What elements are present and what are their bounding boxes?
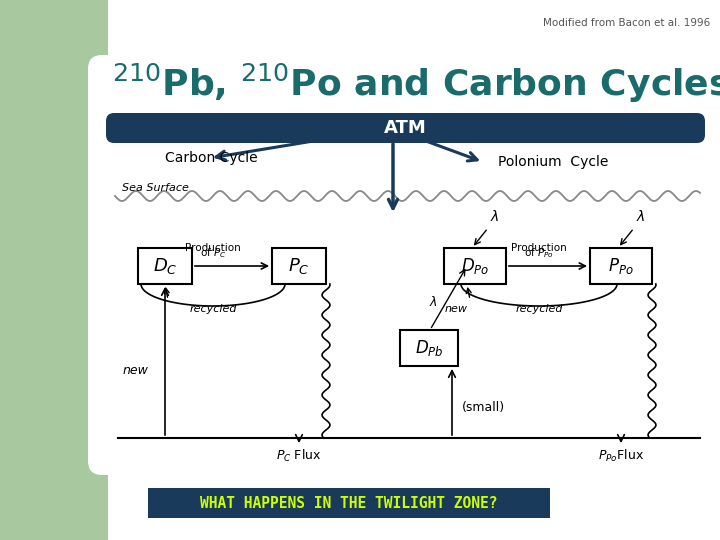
- Text: recycled: recycled: [516, 304, 563, 314]
- FancyBboxPatch shape: [590, 248, 652, 284]
- Text: $D_C$: $D_C$: [153, 256, 177, 276]
- FancyBboxPatch shape: [88, 55, 713, 475]
- Text: Carbon Cycle: Carbon Cycle: [165, 151, 258, 165]
- Text: new: new: [122, 363, 148, 376]
- Text: Sea Surface: Sea Surface: [122, 183, 189, 193]
- Text: Production: Production: [511, 243, 567, 253]
- Text: ATM: ATM: [384, 119, 426, 137]
- Text: of $P_{Po}$: of $P_{Po}$: [524, 246, 554, 260]
- Text: Production: Production: [185, 243, 241, 253]
- FancyBboxPatch shape: [400, 330, 458, 366]
- FancyBboxPatch shape: [272, 248, 326, 284]
- FancyBboxPatch shape: [444, 248, 506, 284]
- Bar: [0, 0, 108, 540]
- Text: $P_C$ Flux: $P_C$ Flux: [276, 448, 322, 464]
- Text: new: new: [445, 304, 468, 314]
- Text: $P_{Po}$: $P_{Po}$: [608, 256, 634, 276]
- FancyBboxPatch shape: [106, 113, 705, 143]
- Text: $\lambda$: $\lambda$: [636, 209, 645, 224]
- Text: Modified from Bacon et al. 1996: Modified from Bacon et al. 1996: [543, 18, 710, 28]
- Text: $\lambda$: $\lambda$: [490, 209, 500, 224]
- Text: Polonium  Cycle: Polonium Cycle: [498, 155, 608, 169]
- Text: $^{210}$Pb, $^{210}$Po and Carbon Cycles: $^{210}$Pb, $^{210}$Po and Carbon Cycles: [112, 62, 720, 105]
- Text: of $P_C$: of $P_C$: [199, 246, 226, 260]
- Text: $\lambda$: $\lambda$: [429, 295, 438, 309]
- FancyBboxPatch shape: [138, 248, 192, 284]
- Text: (small): (small): [462, 402, 505, 415]
- Text: $P_C$: $P_C$: [288, 256, 310, 276]
- Text: $D_{Po}$: $D_{Po}$: [461, 256, 489, 276]
- Text: WHAT HAPPENS IN THE TWILIGHT ZONE?: WHAT HAPPENS IN THE TWILIGHT ZONE?: [200, 496, 498, 510]
- FancyBboxPatch shape: [148, 488, 550, 518]
- Text: $P_{Po}$Flux: $P_{Po}$Flux: [598, 448, 644, 464]
- Text: recycled: recycled: [189, 304, 237, 314]
- Text: $D_{Pb}$: $D_{Pb}$: [415, 338, 444, 358]
